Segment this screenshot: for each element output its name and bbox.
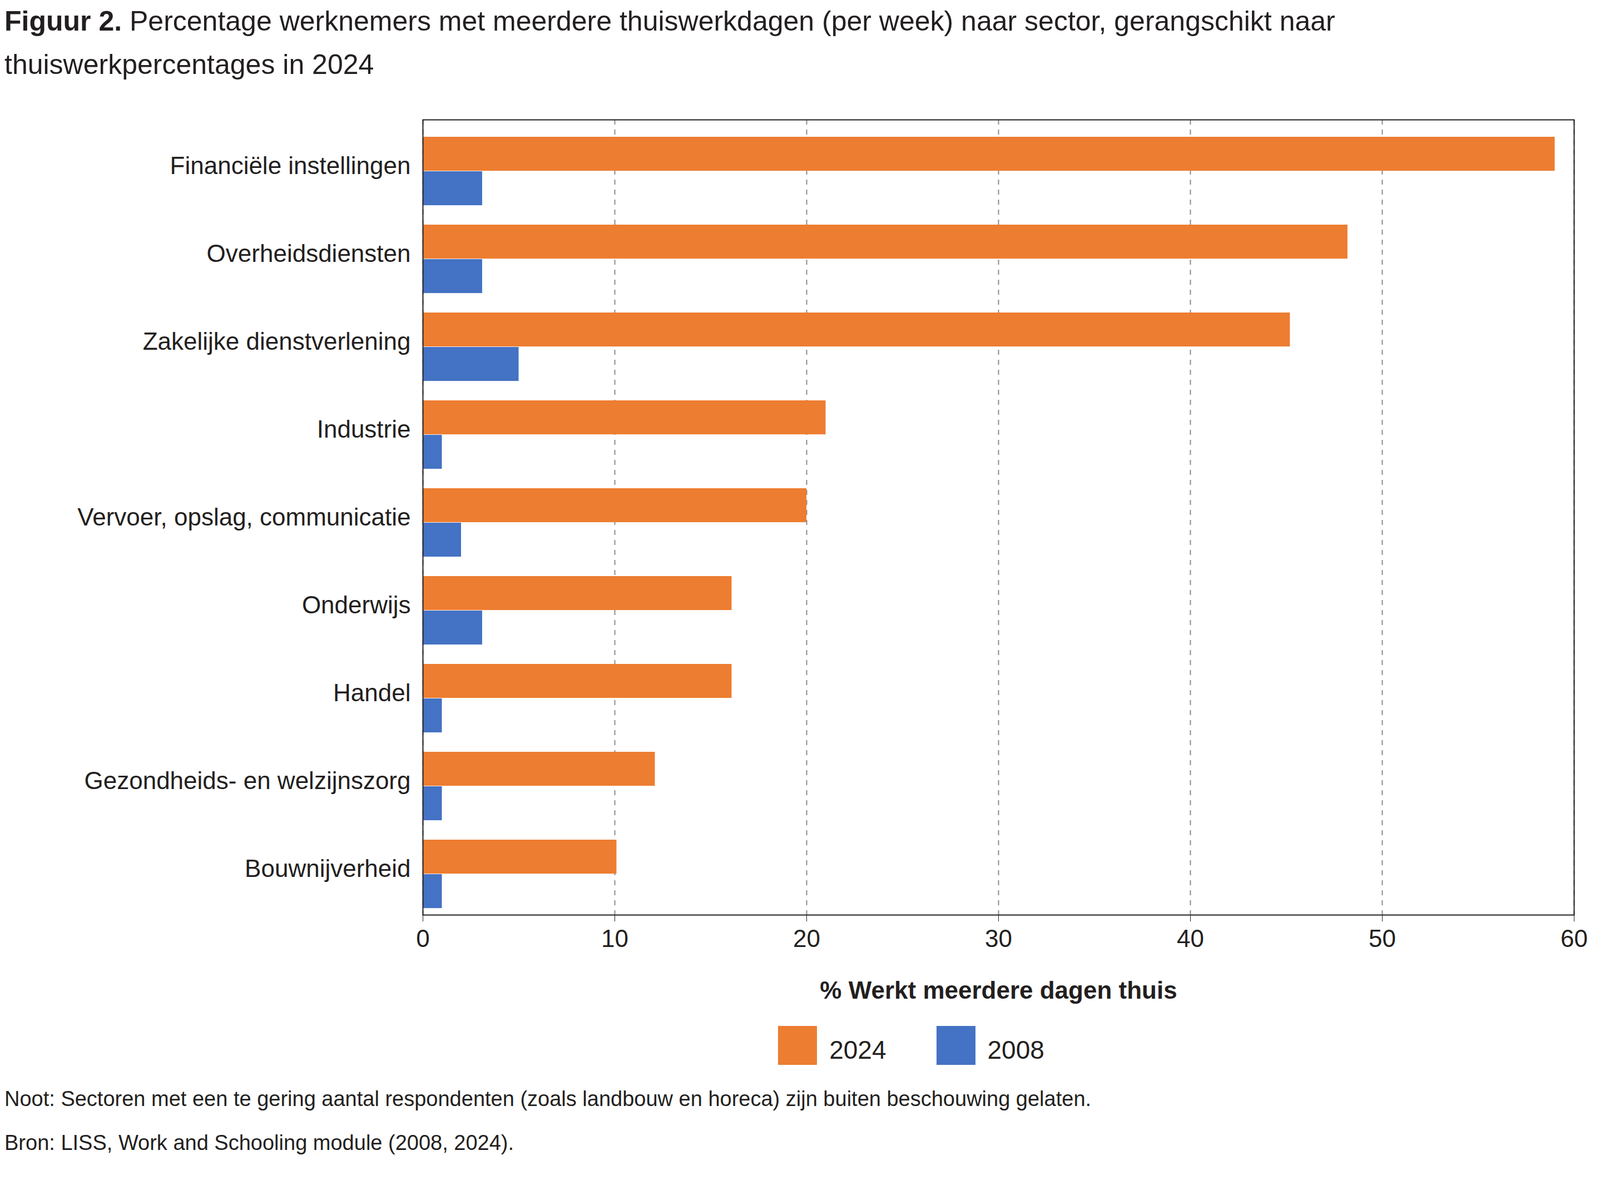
svg-text:Zakelijke dienstverlening: Zakelijke dienstverlening [142, 327, 411, 355]
svg-text:Industrie: Industrie [316, 415, 411, 443]
svg-text:Bouwnijverheid: Bouwnijverheid [244, 854, 411, 883]
html-text:Noot: Sectoren met een te geri: Noot: Sectoren met een te gering aantal … [4, 1087, 1092, 1111]
svg-text:Vervoer, opslag, communicatie: Vervoer, opslag, communicatie [77, 503, 411, 531]
svg-text:30: 30 [984, 924, 1013, 953]
html-text:Figuur 2. Percentage werknemer: Figuur 2. Percentage werknemers met meer… [4, 5, 1336, 80]
svg-text:Handel: Handel [333, 679, 411, 707]
svg-text:Gezondheids- en welzijnszorg: Gezondheids- en welzijnszorg [84, 766, 411, 795]
html-text:2024: 2024 [829, 1035, 887, 1065]
html-text:2008: 2008 [987, 1035, 1045, 1065]
svg-text:60: 60 [1560, 924, 1588, 953]
svg-text:Overheidsdiensten: Overheidsdiensten [206, 239, 411, 267]
svg-text:0: 0 [415, 924, 430, 953]
svg-text:50: 50 [1368, 924, 1396, 953]
svg-text:20: 20 [793, 924, 821, 953]
svg-text:% Werkt meerdere dagen thuis: % Werkt meerdere dagen thuis [819, 976, 1177, 1004]
svg-text:Onderwijs: Onderwijs [301, 591, 411, 619]
html-text:Bron: LISS, Work and Schooling: Bron: LISS, Work and Schooling module (2… [4, 1131, 514, 1155]
svg-text:10: 10 [601, 924, 629, 953]
svg-text:Financiële instellingen: Financiële instellingen [170, 151, 411, 180]
svg-text:40: 40 [1176, 924, 1205, 953]
